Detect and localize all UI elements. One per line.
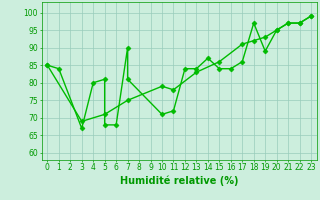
- X-axis label: Humidité relative (%): Humidité relative (%): [120, 175, 238, 186]
